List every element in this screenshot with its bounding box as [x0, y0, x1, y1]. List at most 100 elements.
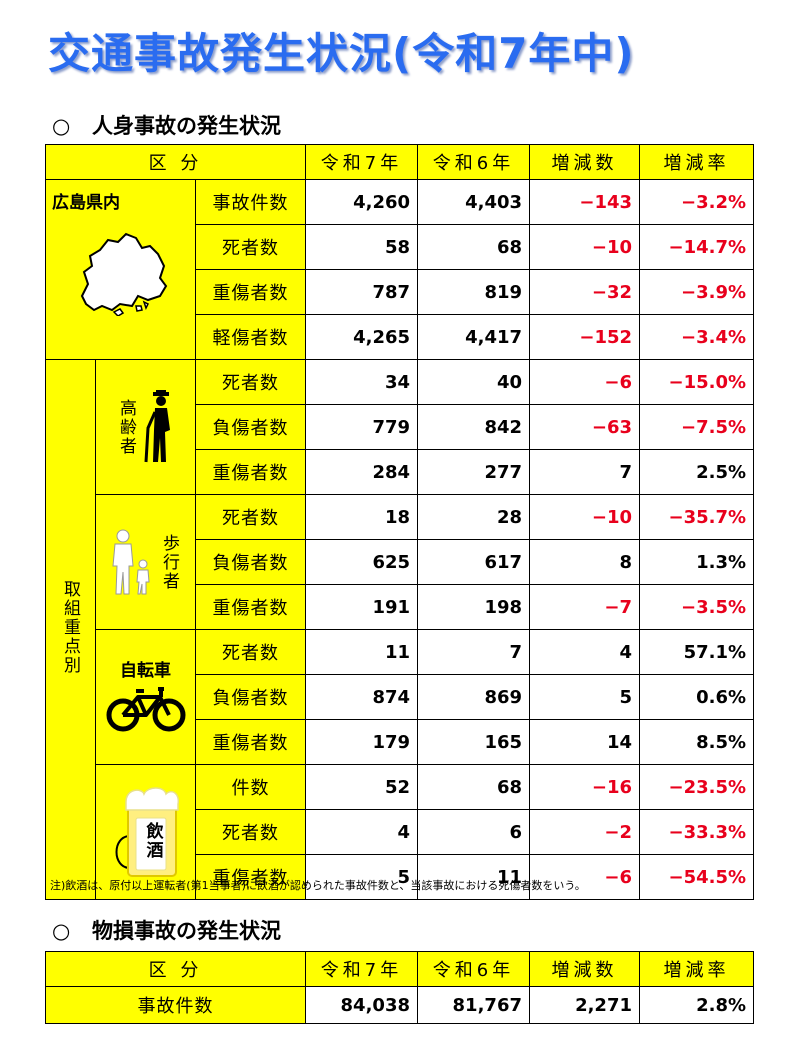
cell-diff: −6 — [529, 359, 641, 405]
table-row: 軽傷者数 4,265 4,417 −152 −3.4% — [46, 314, 755, 360]
table-row: 重傷者数 5 11 −6 −54.5% — [46, 854, 755, 900]
cell-diff: −6 — [529, 854, 641, 900]
cell-diff: 2,271 — [529, 986, 640, 1024]
cell-r6: 4,417 — [417, 314, 531, 360]
cell-r7: 625 — [305, 539, 419, 585]
cell-r7: 4,260 — [305, 179, 419, 225]
pref-cell: 広島県内 — [45, 179, 196, 360]
cell-r7: 18 — [305, 494, 419, 540]
table-row: 広島県内 事故件数 4,260 4,403 −143 −3.2% — [45, 179, 755, 360]
cell-r7: 284 — [305, 449, 419, 495]
cell-r6: 68 — [417, 764, 531, 810]
group-label: 歩行者 — [159, 533, 179, 591]
group-drunk: 飲酒 — [95, 764, 196, 900]
cell-r7: 52 — [305, 764, 419, 810]
cell-r6: 198 — [417, 584, 531, 630]
table-row: 重傷者数 179 165 14 8.5% — [46, 719, 755, 765]
cell-r6: 7 — [417, 629, 531, 675]
pref-label: 広島県内 — [52, 193, 120, 213]
cell-r6: 819 — [417, 269, 531, 315]
circle-mark: ○ — [52, 114, 71, 138]
cell-r7: 4,265 — [305, 314, 419, 360]
cell-diff: −143 — [529, 179, 641, 225]
header-r7: 令和7年 — [305, 144, 419, 180]
table-row: 取組重点別 高齢者 死者数 34 40 −6 −15.0% — [45, 359, 755, 900]
cell-rate: −35.7% — [639, 494, 755, 540]
table-header-row: 区 分 令和7年 令和6年 増減数 増減率 — [44, 144, 755, 180]
cell-r7: 4 — [305, 809, 419, 855]
property-accident-table: 区 分 令和7年 令和6年 増減数 増減率 事故件数 84,038 81,767… — [45, 951, 754, 1024]
group-label: 自転車 — [120, 661, 171, 681]
cell-diff: −10 — [529, 494, 641, 540]
page-title: 交通事故発生状況(令和7年中) — [48, 29, 635, 78]
cell-r6: 842 — [417, 404, 531, 450]
cell-r7: 11 — [305, 629, 419, 675]
elderly-person-icon — [144, 390, 170, 463]
hiroshima-map-icon — [80, 232, 168, 316]
section-title: 物損事故の発生状況 — [92, 919, 281, 943]
row-label: 死者数 — [194, 359, 307, 405]
cell-rate: −54.5% — [639, 854, 755, 900]
row-label: 負傷者数 — [194, 539, 307, 585]
row-label: 事故件数 — [194, 179, 307, 225]
row-label: 件数 — [194, 764, 307, 810]
cell-r6: 277 — [417, 449, 531, 495]
circle-mark: ○ — [52, 919, 71, 943]
row-label: 重傷者数 — [194, 719, 307, 765]
section-heading-injury: ○ 人身事故の発生状況 — [52, 110, 281, 140]
cell-diff: 8 — [529, 539, 641, 585]
row-label: 重傷者数 — [194, 854, 307, 900]
cell-rate: −3.9% — [639, 269, 755, 315]
row-label: 重傷者数 — [194, 269, 307, 315]
row-label: 死者数 — [194, 629, 307, 675]
focus-label: 取組重点別 — [60, 579, 80, 675]
group-elderly: 高齢者 — [95, 359, 196, 495]
cell-r7: 179 — [305, 719, 419, 765]
cell-rate: −7.5% — [639, 404, 755, 450]
table-row: 歩行者 死者数 18 28 −10 −35.7% — [46, 494, 755, 630]
table-row: 負傷者数 625 617 8 1.3% — [46, 539, 755, 585]
footnote: 注)飲酒は、原付以上運転者(第1当事者)に飲酒が認められた事故件数と、当該事故に… — [50, 879, 586, 892]
cell-rate: −3.2% — [639, 179, 755, 225]
cell-r6: 81,767 — [417, 986, 530, 1024]
cell-diff: 7 — [529, 449, 641, 495]
cell-rate: −23.5% — [639, 764, 755, 810]
table-row: 事故件数 84,038 81,767 2,271 2.8% — [45, 986, 754, 1024]
header-category: 区 分 — [44, 144, 307, 180]
cell-r7: 191 — [305, 584, 419, 630]
cell-r7: 779 — [305, 404, 419, 450]
cell-rate: −15.0% — [639, 359, 755, 405]
cell-diff: −2 — [529, 809, 641, 855]
cell-r6: 165 — [417, 719, 531, 765]
group-label: 高齢者 — [116, 398, 136, 456]
cell-r7: 787 — [305, 269, 419, 315]
row-label: 死者数 — [194, 809, 307, 855]
cell-rate: −3.5% — [639, 584, 755, 630]
table-row: 重傷者数 191 198 −7 −3.5% — [46, 584, 755, 630]
injury-accident-table: 区 分 令和7年 令和6年 増減数 増減率 広島県内 事故件数 4,260 4,… — [44, 144, 755, 900]
cell-rate: −14.7% — [639, 224, 755, 270]
row-label: 重傷者数 — [194, 449, 307, 495]
cell-rate: 0.6% — [639, 674, 755, 720]
section-title: 人身事故の発生状況 — [92, 114, 281, 138]
cell-r6: 4,403 — [417, 179, 531, 225]
section-heading-property: ○ 物損事故の発生状況 — [52, 915, 281, 945]
header-diff: 増減数 — [529, 951, 640, 987]
cell-rate: 57.1% — [639, 629, 755, 675]
table-row: 飲酒 件数 52 68 −16 −23.5% — [46, 764, 755, 900]
cell-r7: 84,038 — [305, 986, 418, 1024]
cell-r6: 869 — [417, 674, 531, 720]
cell-r6: 11 — [417, 854, 531, 900]
row-label: 重傷者数 — [194, 584, 307, 630]
cell-r7: 874 — [305, 674, 419, 720]
cell-r6: 28 — [417, 494, 531, 540]
header-r6: 令和6年 — [417, 951, 530, 987]
row-label: 事故件数 — [45, 986, 306, 1024]
cell-rate: −3.4% — [639, 314, 755, 360]
group-label: 飲酒 — [142, 822, 163, 860]
table-row: 重傷者数 284 277 7 2.5% — [46, 449, 755, 495]
cell-rate: 2.5% — [639, 449, 755, 495]
header-r7: 令和7年 — [305, 951, 418, 987]
cell-r6: 617 — [417, 539, 531, 585]
cell-rate: −33.3% — [639, 809, 755, 855]
